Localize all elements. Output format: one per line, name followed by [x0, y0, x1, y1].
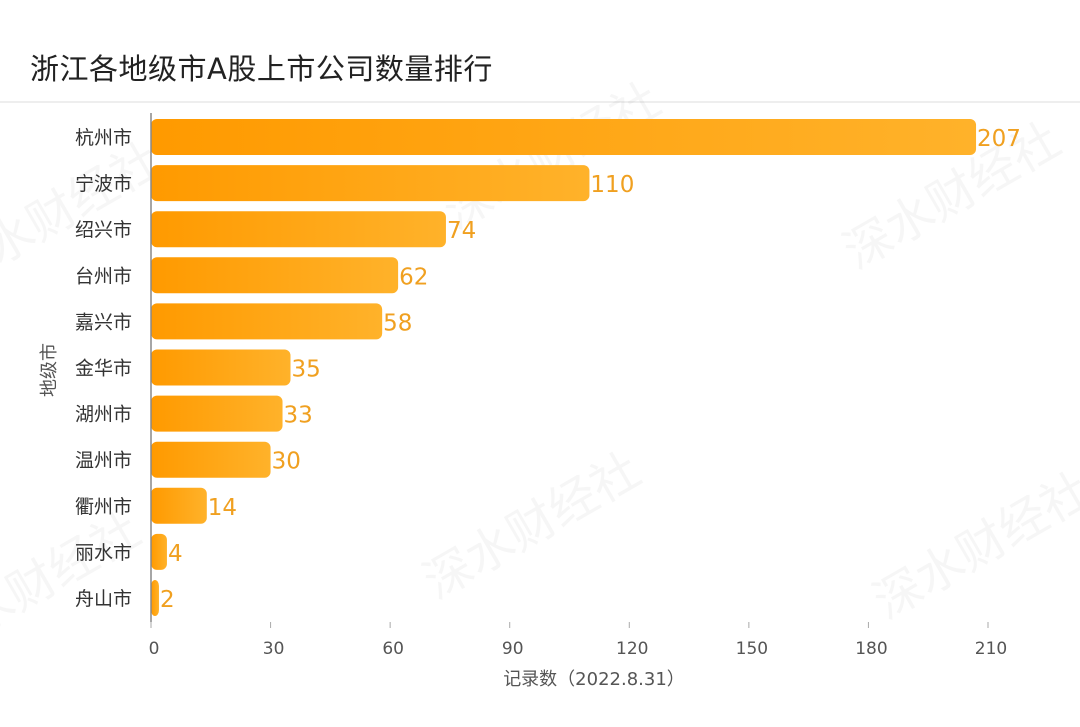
value-label: 30 [272, 449, 301, 475]
bar-11 [151, 580, 159, 616]
x-tick-label: 30 [263, 639, 285, 659]
bar-7 [151, 395, 283, 432]
bar-8 [151, 441, 271, 478]
category-label: 丽水市 [75, 542, 132, 564]
chart-title: 浙江各地级市A股上市公司数量排行 [30, 52, 493, 86]
category-label: 舟山市 [75, 588, 132, 610]
bar-4 [151, 257, 399, 294]
category-label: 宁波市 [75, 173, 132, 195]
bar-9 [151, 487, 207, 524]
value-label: 110 [590, 172, 634, 198]
bars-group [151, 119, 977, 616]
bar-5 [151, 303, 383, 340]
category-label: 绍兴市 [75, 219, 132, 241]
category-label: 温州市 [75, 450, 132, 472]
bar-10 [151, 533, 167, 570]
category-label: 台州市 [75, 265, 132, 287]
value-label: 62 [399, 264, 428, 290]
bar-6 [151, 349, 291, 386]
watermark-text: 深水财经社 [434, 72, 670, 241]
bar-1 [151, 119, 977, 155]
value-label: 33 [284, 403, 313, 429]
x-tick-label: 60 [382, 639, 404, 659]
x-tick-label: 0 [149, 639, 160, 659]
x-tick-label: 90 [502, 639, 524, 659]
x-tick-label: 150 [736, 639, 768, 659]
x-tick-label: 180 [855, 639, 887, 659]
value-label: 74 [447, 218, 476, 244]
category-label: 嘉兴市 [75, 311, 132, 333]
category-label: 衢州市 [75, 496, 132, 518]
value-label: 14 [208, 495, 237, 521]
y-axis-label: 地级市 [39, 343, 60, 397]
x-axis-ticks: 0 30 60 90 120 150 180 210 [149, 622, 1007, 659]
category-label: 杭州市 [75, 127, 132, 149]
value-label: 58 [383, 310, 412, 336]
value-label: 2 [160, 587, 175, 613]
value-label: 207 [977, 126, 1021, 152]
title-divider [0, 101, 1080, 103]
bar-2 [151, 165, 590, 202]
bar-3 [151, 211, 446, 248]
category-label: 湖州市 [75, 404, 132, 426]
value-label: 35 [292, 357, 321, 383]
category-label: 金华市 [75, 358, 132, 380]
x-axis-label: 记录数（2022.8.31） [503, 669, 685, 690]
x-tick-label: 120 [616, 639, 648, 659]
watermark-text: 深水财经社 [414, 442, 650, 611]
value-label: 4 [168, 541, 183, 567]
watermark-text: 深水财经社 [0, 502, 150, 671]
value-labels: 207 110 74 62 58 35 33 30 14 4 2 [160, 126, 1021, 613]
watermark-text: 深水财经社 [864, 462, 1080, 631]
x-tick-label: 210 [975, 639, 1007, 659]
